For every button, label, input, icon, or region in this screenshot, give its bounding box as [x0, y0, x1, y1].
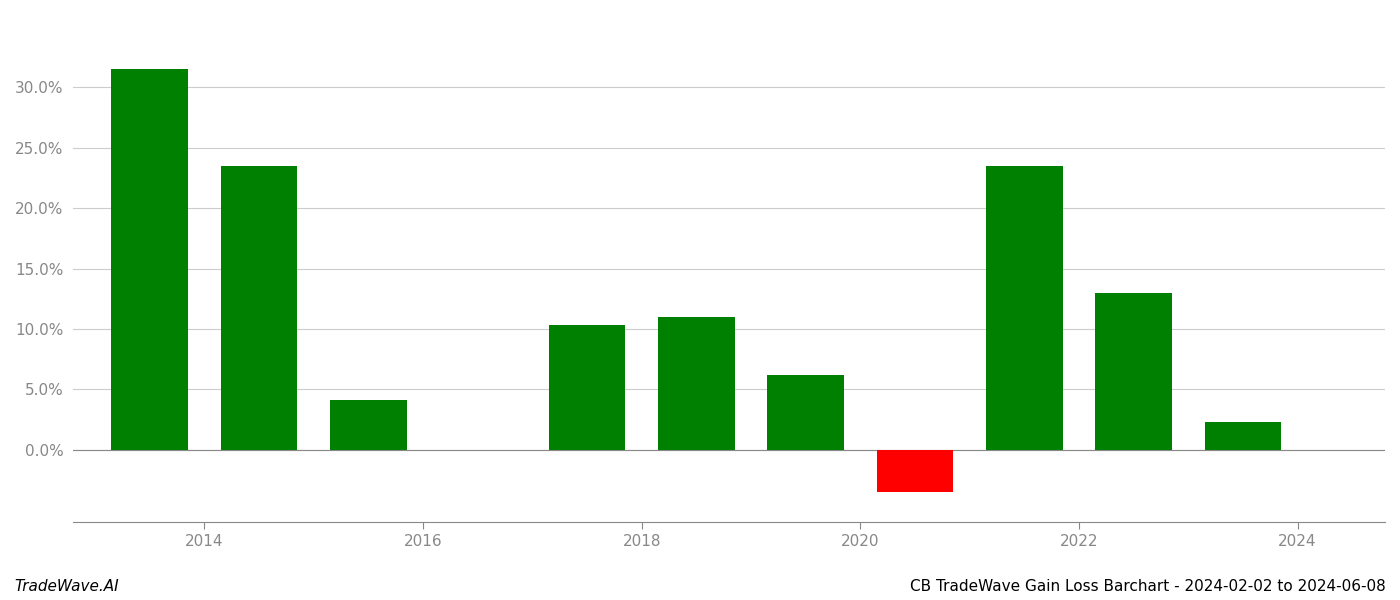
Bar	[767, 375, 844, 450]
Bar	[876, 450, 953, 492]
Bar	[330, 400, 406, 450]
Bar	[1095, 293, 1172, 450]
Bar	[221, 166, 297, 450]
Text: CB TradeWave Gain Loss Barchart - 2024-02-02 to 2024-06-08: CB TradeWave Gain Loss Barchart - 2024-0…	[910, 579, 1386, 594]
Bar	[1204, 422, 1281, 450]
Bar	[549, 325, 626, 450]
Bar	[986, 166, 1063, 450]
Bar	[112, 70, 188, 450]
Bar	[658, 317, 735, 450]
Text: TradeWave.AI: TradeWave.AI	[14, 579, 119, 594]
